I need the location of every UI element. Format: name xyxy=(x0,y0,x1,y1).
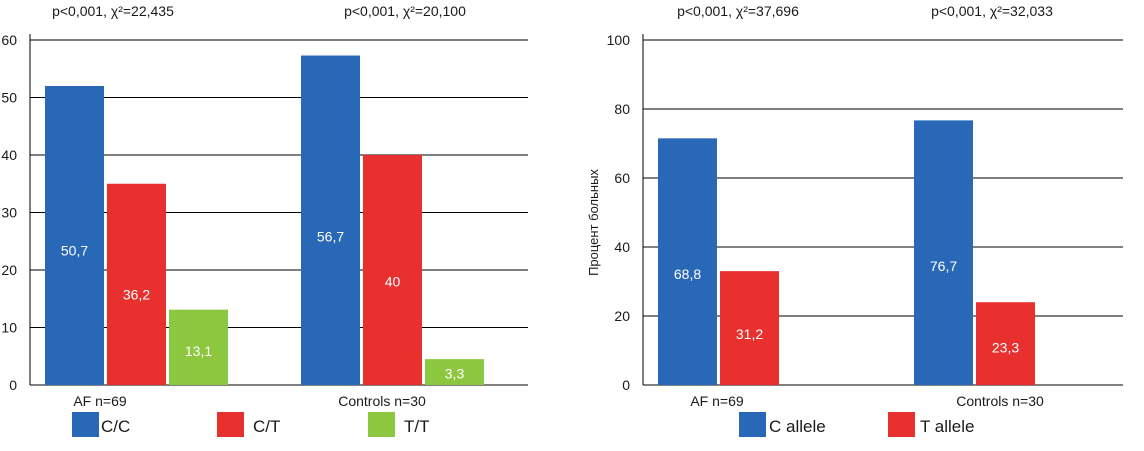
chart1-y-tick-label: 30 xyxy=(1,205,17,221)
chart2-stat-annotation: p<0,001, χ²=32,033 xyxy=(931,3,1053,19)
chart2-y-axis-label: Процент больных xyxy=(586,169,601,276)
chart2-data-label: 76,7 xyxy=(930,258,957,274)
chart1-legend-swatch-1 xyxy=(72,412,99,437)
chart1-data-label: 50,7 xyxy=(61,242,88,258)
chart2-y-tick-label: 100 xyxy=(607,32,631,48)
chart1-legend-swatch-3 xyxy=(368,412,395,437)
chart2-data-label: 31,2 xyxy=(736,326,763,342)
chart2-legend-label: T allele xyxy=(920,417,975,436)
chart1-y-tick-label: 20 xyxy=(1,262,17,278)
chart1-bar-c-t-2 xyxy=(363,155,422,385)
chart1-legend-label: T/T xyxy=(404,417,430,436)
chart1-legend-swatch-2 xyxy=(217,412,244,437)
chart1-bar-t-t-1 xyxy=(169,309,228,385)
chart2-y-tick-label: 20 xyxy=(614,308,630,324)
chart1-y-tick-label: 60 xyxy=(1,32,17,48)
chart2-y-tick-label: 40 xyxy=(614,239,630,255)
chart2-data-label: 68,8 xyxy=(674,266,701,282)
chart1-bar-c-t-1 xyxy=(107,183,166,385)
chart2-legend-swatch-1 xyxy=(739,412,766,437)
chart1-bar-c-c-1 xyxy=(45,86,104,385)
chart2-legend-label: C allele xyxy=(769,417,826,436)
chart2-y-tick-label: 80 xyxy=(614,101,630,117)
chart1-bar-t-t-2 xyxy=(425,359,484,385)
chart1-y-tick-label: 40 xyxy=(1,147,17,163)
chart2-bar-c-allele-2 xyxy=(914,120,973,385)
chart1-stat-annotation: p<0,001, χ²=20,100 xyxy=(344,3,466,19)
chart1-y-tick-label: 50 xyxy=(1,90,17,106)
chart1-category-label: Controls n=30 xyxy=(338,393,426,409)
chart1-y-tick-label: 0 xyxy=(9,377,17,393)
chart1-y-tick-label: 10 xyxy=(1,320,17,336)
chart2-bar-c-allele-1 xyxy=(658,138,717,385)
chart2-y-tick-label: 0 xyxy=(622,377,630,393)
chart2-y-tick-label: 60 xyxy=(614,170,630,186)
chart1-stat-annotation: p<0,001, χ²=22,435 xyxy=(52,3,174,19)
chart1-bar-c-c-2 xyxy=(301,55,360,386)
chart1-legend-label: C/C xyxy=(101,417,130,436)
chart1-legend-label: C/T xyxy=(253,417,280,436)
chart2-stat-annotation: p<0,001, χ²=37,696 xyxy=(677,3,799,19)
chart2-bar-t-allele-1 xyxy=(720,271,779,385)
chart1-data-label: 13,1 xyxy=(185,343,212,359)
chart1-data-label: 40 xyxy=(385,274,401,290)
chart2-bar-t-allele-2 xyxy=(976,302,1035,385)
chart2-category-label: Controls n=30 xyxy=(956,393,1044,409)
chart2-legend-swatch-2 xyxy=(888,412,915,437)
chart1-data-label: 56,7 xyxy=(317,229,344,245)
chart1-data-label: 3,3 xyxy=(445,365,465,381)
chart2-data-label: 23,3 xyxy=(992,340,1019,356)
chart1-category-label: AF n=69 xyxy=(73,393,127,409)
chart1-data-label: 36,2 xyxy=(123,286,150,302)
chart2-category-label: AF n=69 xyxy=(690,393,744,409)
